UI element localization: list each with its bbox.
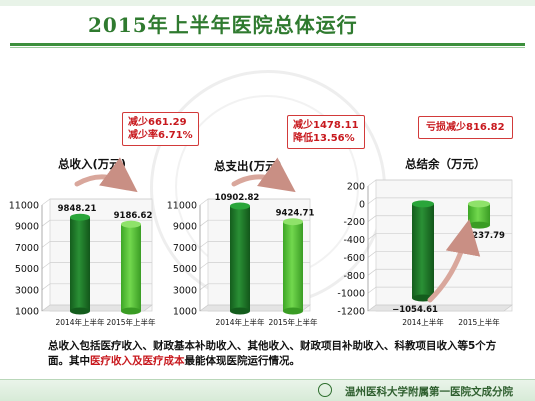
bar-bottom-cap [468,221,490,229]
y-tick-label: 9000 [173,222,197,233]
x-category-label: 2014年上半年 [215,317,265,327]
expense-callout: 减少1478.11 降低13.56% [287,115,365,149]
top-decoration [0,0,535,6]
value-label: −237.79 [465,231,505,241]
expense-arrow-icon [231,157,296,193]
chart-1: 1000 3000 5000 7000 9000 11000 10902.82 2014年上半… [167,193,318,327]
bar-income-2014 [70,217,90,311]
description-highlight: 医疗收入及医疗成本 [90,355,185,367]
gridline-diagonal [367,197,377,205]
gridline-diagonal [367,286,377,294]
description-part1: 总收入包括医疗收入、财政基本补助收入、其他收入、财政项目补助收入、科教项目收入等… [48,340,497,367]
y-tick-label: 7000 [173,243,197,254]
bar-top-cap [121,220,141,228]
hospital-logo-icon [318,383,332,397]
gridline-diagonal [199,219,209,227]
y-tick-label: 3000 [173,285,197,296]
x-category-label: 2015年上半年 [106,317,156,327]
bar-bottom-cap [283,307,303,315]
income-callout: 减少661.29 减少率6.71% [122,112,199,146]
balance-arrow-icon [427,219,481,303]
bar-bottom-cap [121,307,141,315]
bar-top-cap [283,218,303,226]
footer-bar: 温州医科大学附属第一医院文成分院 [0,379,535,401]
bar-top-cap [412,200,434,208]
gridline-diagonal [41,241,51,248]
y-tick-label: -1000 [337,289,365,300]
plot-wall [375,179,513,312]
gridline-diagonal [367,215,377,222]
y-tick-label: 200 [347,182,365,193]
description-part2: 最能体现医院运行情况。 [184,355,301,367]
x-category-label: 2015上半年 [458,317,500,327]
y-tick-label: -200 [343,217,365,228]
y-tick-label: 1000 [173,307,197,318]
gridline-diagonal [41,262,51,269]
gridline-diagonal [367,251,377,258]
y-tick-label: -800 [343,271,365,282]
y-tick-label: 11000 [9,201,39,212]
income-arrow-icon [74,157,138,193]
value-label: 10902.82 [215,193,260,203]
gridline-diagonal [199,283,209,291]
y-tick-label: 11000 [167,201,197,212]
gridline-diagonal [199,198,209,206]
gridline-diagonal [41,198,51,206]
income-callout-line1: 减少661.29 [128,117,187,128]
x-category-label: 2014年上半年 [55,317,105,327]
expense-callout-line1: 减少1478.11 [293,120,359,131]
y-tick-label: 5000 [173,264,197,275]
footer-hospital-name: 温州医科大学附属第一医院文成分院 [345,386,513,398]
gridline-diagonal [41,283,51,291]
chart-0: 1000 3000 5000 7000 9000 11000 9848.21 2014年上半年… [9,198,156,327]
value-label: 9848.21 [58,204,97,214]
y-tick-label: 3000 [15,285,39,296]
expense-callout-line2: 降低13.56% [293,133,355,144]
gridline-diagonal [367,304,377,312]
y-tick-label: 7000 [15,243,39,254]
bar-top-cap [70,213,90,221]
page-title: 2015年上半年医院总体运行 [88,13,358,37]
balance-chart-title: 总结余（万元） [405,157,486,171]
bar-expense-2015 [283,221,303,311]
balance-callout: 亏损减少816.82 [418,116,513,139]
title-underline-thin [10,47,525,48]
bar-top-cap [468,200,490,208]
bar-income-2015 [121,224,141,311]
bar-balance-2014 [412,203,434,299]
gridline-diagonal [199,262,209,269]
y-tick-label: 5000 [15,264,39,275]
x-category-label: 2015年上半年 [268,317,318,327]
gridline-diagonal [199,241,209,248]
bar-top-cap [230,202,250,210]
gridline-diagonal [41,219,51,227]
chart-2: -1200 -1000 -800 -600 -400 -200 0 200 −1054.61 20… [337,179,513,327]
bar-bottom-cap [70,307,90,315]
gridline-diagonal [367,233,377,240]
y-tick-label: 9000 [15,222,39,233]
income-callout-line2: 减少率6.71% [128,130,193,141]
description-text: 总收入包括医疗收入、财政基本补助收入、其他收入、财政项目补助收入、科教项目收入等… [48,339,508,369]
gridline-diagonal [367,179,377,187]
x-category-label: 2014上半年 [402,317,444,327]
y-tick-label: -600 [343,253,365,264]
y-tick-label: 1000 [15,307,39,318]
balance-callout-line1: 亏损减少816.82 [426,122,505,133]
gridline-diagonal [199,304,209,312]
value-label: 9424.71 [276,209,315,219]
gridline-diagonal [41,304,51,312]
value-label: 9186.62 [114,211,153,221]
gridline-diagonal [367,269,377,276]
bar-bottom-cap [230,307,250,315]
y-tick-label: -400 [343,235,365,246]
title-underline [10,43,525,46]
y-tick-label: -1200 [337,307,365,318]
bar-expense-2014 [230,206,250,311]
value-label: −1054.61 [392,305,438,315]
y-tick-label: 0 [359,199,365,210]
plot-floor [367,304,513,312]
